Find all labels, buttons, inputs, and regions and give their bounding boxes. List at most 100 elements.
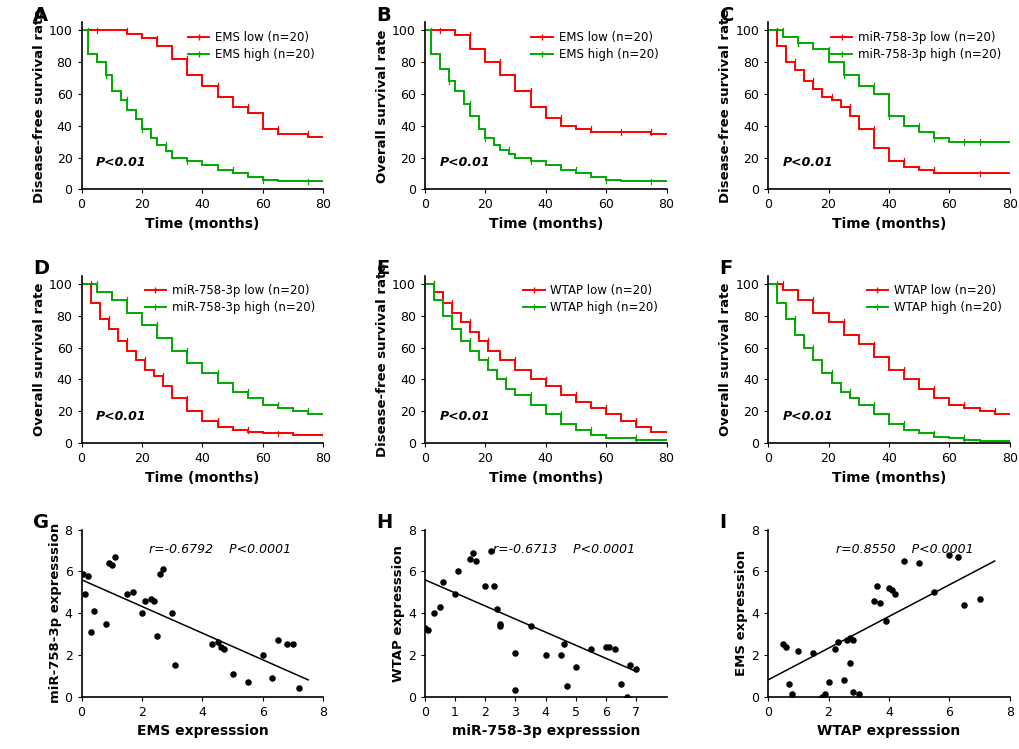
Point [506, 685, 523, 697]
Text: C: C [719, 6, 734, 25]
Point [107, 551, 123, 562]
Text: P<0.01: P<0.01 [782, 410, 833, 423]
Point [841, 632, 857, 644]
Point [434, 576, 450, 588]
Point [290, 682, 307, 694]
Point [155, 563, 171, 575]
Point [841, 657, 857, 669]
Point [871, 597, 888, 609]
Point [816, 688, 833, 700]
Text: r=-0.6792    P<0.0001: r=-0.6792 P<0.0001 [149, 543, 291, 556]
Point [784, 688, 800, 700]
Point [880, 582, 897, 594]
X-axis label: EMS expresssion: EMS expresssion [137, 724, 268, 739]
Legend: WTAP low (n=20), WTAP high (n=20): WTAP low (n=20), WTAP high (n=20) [521, 282, 660, 317]
Point [628, 664, 644, 676]
Point [489, 603, 505, 615]
Legend: miR-758-3p low (n=20), miR-758-3p high (n=20): miR-758-3p low (n=20), miR-758-3p high (… [143, 282, 317, 317]
Text: P<0.01: P<0.01 [439, 157, 489, 169]
Text: P<0.01: P<0.01 [96, 157, 147, 169]
Point [941, 549, 957, 561]
Point [492, 618, 508, 630]
Point [492, 619, 508, 631]
Text: F: F [719, 259, 733, 279]
Point [143, 592, 159, 604]
Point [612, 678, 629, 690]
Point [865, 595, 881, 607]
Text: H: H [376, 513, 392, 532]
Point [264, 672, 280, 684]
Point [124, 586, 141, 598]
Point [278, 638, 294, 650]
Point [886, 589, 902, 601]
Y-axis label: Disease-free survival rate: Disease-free survival rate [718, 9, 732, 203]
Y-axis label: Disease-free survival rate: Disease-free survival rate [376, 262, 389, 457]
Point [419, 624, 435, 636]
Y-axis label: Overall survival rate: Overall survival rate [376, 29, 389, 183]
Point [146, 595, 162, 607]
Point [838, 634, 854, 646]
Point [568, 661, 584, 673]
Point [449, 565, 466, 577]
Point [828, 637, 845, 649]
Point [868, 580, 884, 592]
Point [239, 676, 256, 688]
Text: A: A [34, 6, 48, 25]
Y-axis label: Overall survival rate: Overall survival rate [718, 283, 732, 436]
Text: r=0.8550    P<0.0001: r=0.8550 P<0.0001 [835, 543, 972, 556]
Point [86, 605, 102, 617]
Point [813, 691, 829, 703]
Point [164, 607, 180, 619]
Point [844, 634, 860, 646]
X-axis label: Time (months): Time (months) [145, 470, 260, 485]
Point [425, 607, 441, 619]
Y-axis label: miR-758-3p expresssion: miR-758-3p expresssion [49, 523, 62, 703]
Point [622, 659, 638, 671]
Point [137, 595, 153, 607]
Point [74, 568, 91, 580]
Point [781, 678, 797, 690]
Point [270, 634, 286, 646]
Point [877, 616, 894, 628]
Text: G: G [34, 513, 49, 532]
Point [483, 545, 499, 557]
Point [895, 555, 911, 567]
Text: P<0.01: P<0.01 [782, 157, 833, 169]
Point [83, 626, 99, 638]
Point [558, 680, 575, 692]
Point [446, 589, 463, 601]
Point [950, 551, 966, 562]
Point [606, 643, 623, 655]
Point [835, 674, 851, 686]
Point [79, 569, 96, 581]
X-axis label: WTAP expresssion: WTAP expresssion [816, 724, 960, 739]
Legend: EMS low (n=20), EMS high (n=20): EMS low (n=20), EMS high (n=20) [185, 28, 317, 63]
Text: B: B [376, 6, 391, 25]
Point [167, 659, 183, 671]
Legend: EMS low (n=20), EMS high (n=20): EMS low (n=20), EMS high (n=20) [529, 28, 660, 63]
Text: E: E [376, 259, 389, 279]
Point [844, 686, 860, 698]
Point [468, 555, 484, 567]
Point [956, 598, 972, 610]
Legend: WTAP low (n=20), WTAP high (n=20): WTAP low (n=20), WTAP high (n=20) [863, 282, 1003, 317]
Point [970, 592, 986, 604]
Point [774, 638, 791, 650]
Point [552, 649, 569, 661]
Legend: miR-758-3p low (n=20), miR-758-3p high (n=20): miR-758-3p low (n=20), miR-758-3p high (… [828, 28, 1003, 63]
Point [522, 619, 538, 631]
Point [149, 630, 165, 642]
Y-axis label: Overall survival rate: Overall survival rate [33, 283, 46, 436]
Y-axis label: Disease-free survival rate: Disease-free survival rate [33, 9, 46, 203]
Point [255, 649, 271, 661]
Point [910, 557, 926, 569]
Point [152, 568, 168, 580]
Point [850, 688, 866, 700]
Point [417, 622, 433, 634]
X-axis label: miR-758-3p expresssion: miR-758-3p expresssion [451, 724, 639, 739]
Point [215, 643, 231, 655]
Point [555, 638, 572, 650]
Point [477, 580, 493, 592]
Point [582, 643, 598, 655]
Text: D: D [34, 259, 49, 279]
